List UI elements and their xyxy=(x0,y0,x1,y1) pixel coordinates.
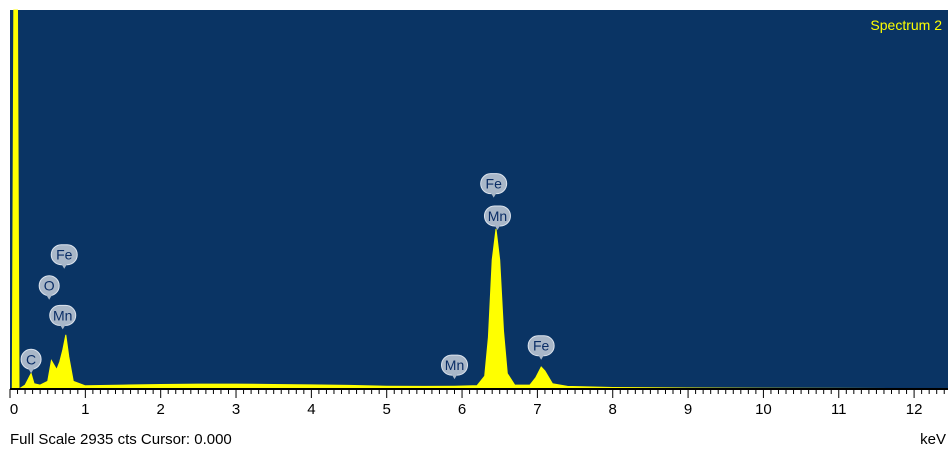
peak-label: O xyxy=(38,275,60,300)
x-tick-label: 1 xyxy=(81,401,89,418)
x-tick-label: 7 xyxy=(533,401,541,418)
x-axis-ticks: 0 1 2 3 4 5 6 7 8 9 10 11 12 xyxy=(9,389,945,418)
peak-label: Mn xyxy=(483,205,511,230)
x-tick-label: 8 xyxy=(609,401,617,418)
peak-label-text: Mn xyxy=(445,357,464,373)
peak-label: Fe xyxy=(527,335,555,360)
x-tick-label: 3 xyxy=(232,401,240,418)
peak-label-text: Mn xyxy=(53,307,72,323)
x-tick-label: 5 xyxy=(383,401,391,418)
x-tick-label: 12 xyxy=(906,401,923,418)
peak-label-text: O xyxy=(44,278,55,294)
x-tick-label: 9 xyxy=(684,401,692,418)
chart-title: Spectrum 2 xyxy=(870,17,942,33)
peak-label-pointer xyxy=(538,354,545,360)
peak-label-pointer xyxy=(490,192,497,198)
peak-label-pointer xyxy=(59,324,66,330)
peak-label-text: Fe xyxy=(486,176,503,192)
peak-label-pointer xyxy=(28,368,35,374)
peak-label-text: C xyxy=(26,351,36,367)
spectrum-series-area xyxy=(10,9,948,390)
status-readout: Full Scale 2935 cts Cursor: 0.000 xyxy=(10,431,232,448)
x-tick-label: 6 xyxy=(458,401,466,418)
peak-label-pointer xyxy=(46,294,53,300)
peak-label-text: Fe xyxy=(533,338,550,354)
plot-background xyxy=(10,10,948,389)
x-axis-unit-label: keV xyxy=(920,431,946,448)
peak-label: Mn xyxy=(49,304,77,330)
peak-label-text: Fe xyxy=(56,247,73,263)
x-tick-label: 2 xyxy=(157,401,165,418)
peak-label-pointer xyxy=(494,224,501,230)
peak-label: C xyxy=(20,348,42,374)
x-tick-label: 10 xyxy=(755,401,772,418)
peak-label-pointer xyxy=(451,374,458,380)
peak-label-text: Mn xyxy=(488,208,507,224)
x-tick-label: 0 xyxy=(10,401,18,418)
peak-label-pointer xyxy=(61,263,68,269)
peak-label: Fe xyxy=(50,244,78,269)
peak-label: Mn xyxy=(441,354,469,380)
x-tick-label: 11 xyxy=(831,401,847,418)
x-tick-label: 4 xyxy=(307,401,315,418)
peak-label: Fe xyxy=(480,173,508,198)
